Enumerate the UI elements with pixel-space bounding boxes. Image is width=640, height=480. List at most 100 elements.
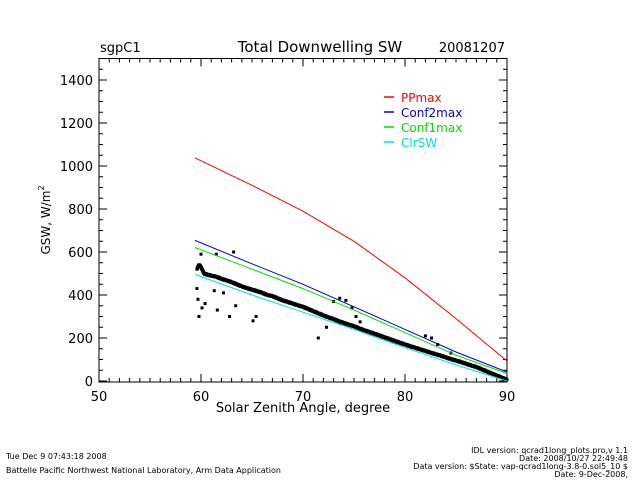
series-line-ppmax [194,157,508,362]
observation-point [300,304,304,309]
observation-point [232,250,236,254]
observation-point [504,377,508,382]
observation-point [494,373,498,378]
observation-point [436,342,440,346]
observation-point [305,306,309,311]
legend-label: PPmax [401,91,442,105]
observation-point [354,315,358,318]
observation-point [229,279,233,284]
series-line-conf2max [194,239,508,373]
observation-point [356,325,360,330]
observation-point [397,340,401,345]
observation-point [195,287,199,291]
footer-idl-version: IDL version: qcrad1long_plots.pro,v 1.1 [471,446,628,455]
y-tick-label: 800 [68,203,93,218]
y-tick-label: 1200 [60,117,93,132]
x-tick-label: 90 [499,390,516,405]
observation-point [310,308,314,313]
observation-point [361,327,365,332]
observation-point [489,371,493,376]
observation-point [228,315,232,318]
observation-point [372,331,376,336]
observation-point [295,303,299,308]
observation-point [423,334,427,338]
observation-point [196,297,200,301]
x-tick-labels: 50 60 70 80 90 [91,390,516,405]
observation-point [234,281,238,286]
observation-point [392,338,396,343]
observation-point [221,291,225,295]
observation-point [280,298,284,303]
observation-point [479,366,483,371]
observation-point [264,292,268,297]
observation-point [290,301,294,306]
legend-label: Conf2max [401,106,462,120]
observation-point [463,361,467,366]
observation-point [316,336,320,340]
observation-point [200,306,204,310]
observation-point [382,335,386,340]
y-tick-label: 400 [68,289,93,304]
observation-point [324,325,328,329]
y-tick-label: 1400 [60,74,93,89]
observation-point [275,295,279,300]
footer-timestamp: Tue Dec 9 07:43:18 2008 [6,452,107,461]
observation-point [458,359,462,364]
observation-point [438,353,442,358]
legend-label: ClrSW [401,136,437,150]
observation-point [417,347,421,352]
observation-point [224,278,228,283]
legend-label: Conf1max [401,121,462,135]
x-axis-label: Solar Zenith Angle, degree [216,401,390,416]
observation-point [326,315,330,320]
y-tick-labels: 0 200 400 600 800 1000 1200 1400 [60,74,93,390]
observation-point [448,356,452,361]
observation-point [336,318,340,323]
observation-point [430,336,434,340]
observation-point [350,306,354,310]
observation-point [254,315,258,318]
observation-point [402,342,406,347]
observation-point [346,322,350,327]
chart-title: Total Downwelling SW [237,38,403,56]
y-tick-label: 1000 [60,160,93,175]
observation-point [251,319,255,323]
observation-point [412,345,416,350]
observation-point [377,333,381,338]
observation-point [428,350,432,355]
observation-point [358,320,362,324]
footer-data-version: Data version: $State: vap-qcrad1long-3.8… [413,462,628,471]
observation-point [285,299,289,304]
x-tick-label: 50 [91,390,108,405]
y-tick-label: 0 [85,375,93,390]
observation-points [195,250,509,382]
series-line-clrsw [194,273,508,382]
observation-point [244,285,248,290]
observation-point [234,304,238,308]
observation-point [199,252,203,256]
observation-point [239,284,243,289]
observation-point [474,364,478,369]
observation-point [387,336,391,341]
observation-point [499,375,503,380]
y-axis-label-text: GSW, W/m [39,191,53,255]
observation-point [209,273,213,278]
footer-lab: Battelle Pacific Northwest National Labo… [6,466,281,475]
y-axis-label-sup: 2 [37,185,46,190]
observation-point [484,368,488,373]
footer-idl-date: Date: 2008/10/27 22:49:48 [519,454,628,463]
observation-point [341,320,345,325]
observation-point [214,252,218,256]
observation-point [321,313,325,318]
series-lines [194,157,508,382]
observation-point [344,298,348,302]
observation-point [366,329,370,334]
series-line-conf1max [194,247,508,374]
observation-point [338,296,342,300]
observation-point [351,323,355,328]
observation-point [315,310,319,315]
observation-point [219,276,223,281]
observation-point [407,343,411,348]
